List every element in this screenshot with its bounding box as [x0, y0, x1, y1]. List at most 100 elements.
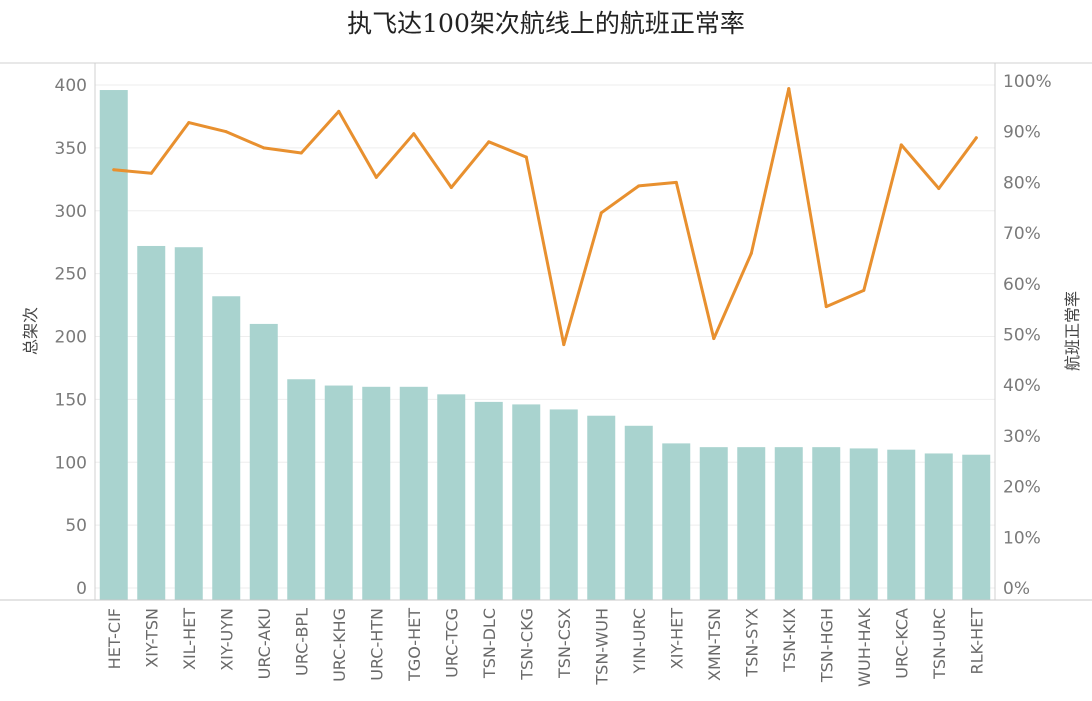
category-label: XIY-UYN — [217, 608, 236, 671]
bar-xiy-het — [662, 443, 691, 600]
bar-urc-khg — [324, 385, 353, 600]
line-point-tsn-syx — [749, 251, 753, 255]
category-label: TSN-CKG — [517, 608, 536, 681]
right-tick-label: 100% — [1003, 72, 1052, 92]
line-point-urc-bpl — [299, 151, 303, 155]
left-tick-label: 50 — [65, 516, 87, 536]
bar-tsn-dlc — [474, 401, 503, 600]
line-point-urc-khg — [337, 109, 341, 113]
bar-tsn-ckg — [512, 404, 541, 600]
left-tick-label: 200 — [55, 328, 87, 348]
line-point-xil-het — [187, 121, 191, 125]
bar-rlk-het — [962, 454, 991, 600]
right-axis-ticks: 0% 10% 20% 30% 40% 50% 60% 70% 80% 90% 100% — [1003, 72, 1052, 599]
bar-yin-urc — [624, 425, 653, 600]
left-axis-title: 总架次 — [21, 307, 40, 355]
bar-tsn-csx — [549, 409, 578, 600]
bar-urc-htn — [362, 386, 391, 600]
category-label: XIL-HET — [180, 608, 199, 670]
line-point-wuh-hak — [862, 288, 866, 292]
bar-tsn-kix — [774, 447, 803, 600]
line-point-xiy-uyn — [224, 130, 228, 134]
bar-tgo-het — [399, 386, 428, 600]
bar-urc-aku — [249, 323, 278, 600]
right-tick-label: 90% — [1003, 123, 1041, 143]
bar-xmn-tsn — [699, 447, 728, 600]
category-label: TSN-DLC — [480, 608, 499, 679]
line-point-xiy-het — [674, 180, 678, 184]
line-point-tsn-dlc — [487, 140, 491, 144]
bar-tsn-syx — [737, 447, 766, 600]
line-point-yin-urc — [637, 184, 641, 188]
category-label: WUH-HAK — [855, 608, 874, 687]
bar-series — [99, 90, 991, 600]
line-point-rlk-het — [974, 136, 978, 140]
bar-wuh-hak — [849, 448, 878, 600]
category-label: XMN-TSN — [705, 608, 724, 681]
bar-urc-tcg — [437, 394, 466, 600]
category-label: URC-TCG — [442, 608, 461, 678]
bar-xil-het — [174, 247, 203, 600]
line-point-tsn-hgh — [824, 305, 828, 309]
punctuality-line — [112, 87, 978, 347]
left-tick-label: 0 — [76, 579, 87, 599]
category-label: YIN-URC — [630, 608, 649, 674]
category-label: TSN-CSX — [555, 608, 574, 679]
line-point-urc-tcg — [449, 185, 453, 189]
category-axis-labels: HET-CIF XIY-TSN XIL-HET XIY-UYN URC-AKU URC-B… — [105, 608, 987, 687]
right-tick-label: 10% — [1003, 528, 1041, 548]
category-label: TSN-HGH — [817, 608, 836, 683]
line-point-urc-kca — [899, 143, 903, 147]
line-point-tgo-het — [412, 132, 416, 136]
category-label: URC-HTN — [367, 608, 386, 681]
line-point-het-cif — [112, 168, 116, 172]
right-tick-label: 70% — [1003, 224, 1041, 244]
line-point-urc-aku — [262, 146, 266, 150]
bar-tsn-wuh — [587, 415, 616, 600]
left-tick-label: 300 — [55, 202, 87, 222]
line-point-xiy-tsn — [149, 171, 153, 175]
category-label: TGO-HET — [405, 608, 424, 682]
line-point-tsn-kix — [787, 87, 791, 91]
right-tick-label: 30% — [1003, 427, 1041, 447]
line-point-tsn-urc — [937, 186, 941, 190]
line-point-tsn-ckg — [524, 155, 528, 159]
category-label: URC-KCA — [892, 608, 911, 679]
bar-urc-kca — [887, 449, 916, 600]
category-label: TSN-SYX — [742, 608, 761, 678]
line-point-tsn-csx — [562, 343, 566, 347]
line-point-xmn-tsn — [712, 337, 716, 341]
category-label: URC-KHG — [330, 608, 349, 682]
left-axis-ticks: 0 50 100 150 200 250 300 350 400 — [55, 76, 87, 599]
bar-xiy-tsn — [137, 245, 166, 600]
category-label: RLK-HET — [967, 608, 986, 675]
left-tick-label: 350 — [55, 139, 87, 159]
line-point-urc-htn — [374, 175, 378, 179]
right-tick-label: 0% — [1003, 579, 1030, 599]
line-point-tsn-wuh — [599, 211, 603, 215]
right-tick-label: 50% — [1003, 326, 1041, 346]
left-tick-label: 100 — [55, 453, 87, 473]
category-label: URC-BPL — [292, 608, 311, 676]
category-label: XIY-HET — [667, 608, 686, 669]
right-tick-label: 20% — [1003, 478, 1041, 498]
bar-tsn-hgh — [812, 447, 841, 600]
chart-title: 执飞达100架次航线上的航班正常率 — [347, 9, 745, 38]
right-tick-label: 80% — [1003, 173, 1041, 193]
axes — [0, 62, 1092, 601]
bar-urc-bpl — [287, 379, 316, 600]
right-tick-label: 40% — [1003, 376, 1041, 396]
left-tick-label: 250 — [55, 265, 87, 285]
category-label: TSN-WUH — [592, 608, 611, 686]
gridlines — [95, 84, 995, 589]
category-label: URC-AKU — [255, 608, 274, 679]
category-label: TSN-URC — [930, 608, 949, 680]
left-tick-label: 400 — [55, 76, 87, 96]
bar-xiy-uyn — [212, 296, 241, 600]
right-axis-title: 航班正常率 — [1063, 291, 1082, 371]
bar-tsn-urc — [924, 453, 953, 600]
category-label: XIY-TSN — [142, 608, 161, 668]
left-tick-label: 150 — [55, 390, 87, 410]
line-series — [112, 87, 978, 347]
